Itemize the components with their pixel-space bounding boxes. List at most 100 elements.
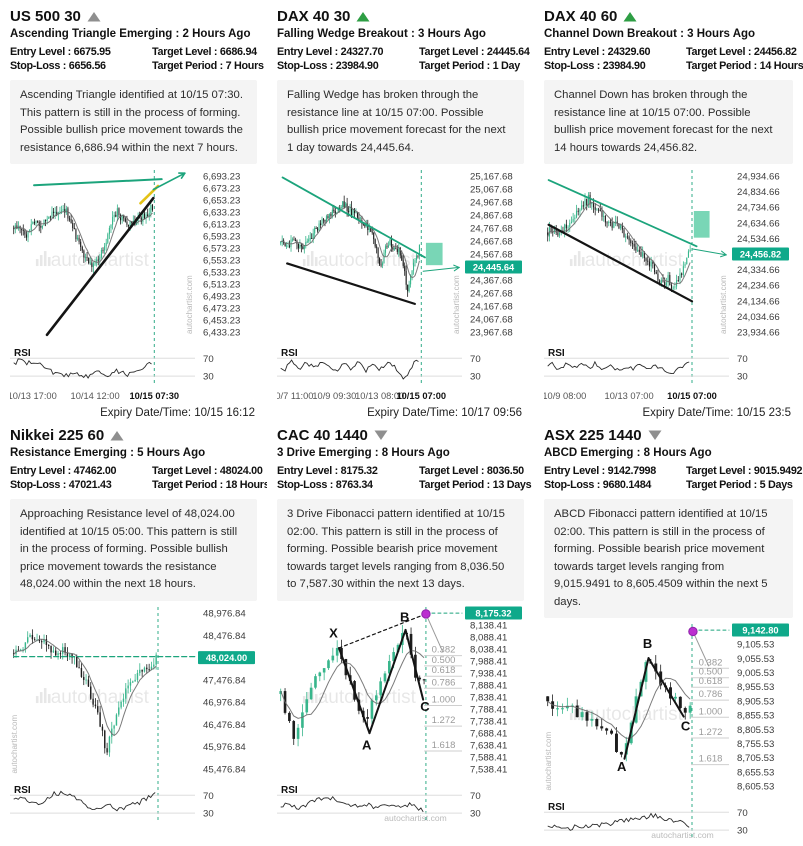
svg-text:10/9 09:30: 10/9 09:30 [312,391,356,401]
pattern-card-nikkei225-60[interactable]: Nikkei 225 60 Resistance Emerging : 5 Ho… [0,419,267,846]
svg-text:24,367.68: 24,367.68 [470,276,513,287]
svg-text:10/13 17:00: 10/13 17:00 [10,391,57,401]
svg-text:10/15 07:00: 10/15 07:00 [667,391,717,401]
svg-text:RSI: RSI [281,348,298,359]
expiry-datetime: Expiry Date/Time: 10/17 09:56 [277,407,524,419]
key-values: Entry Level : 6675.95 Target Level : 668… [10,45,257,73]
key-values: Entry Level : 24327.70 Target Level : 24… [277,45,524,73]
svg-text:70: 70 [470,354,481,365]
svg-text:C: C [681,718,691,733]
svg-text:9,105.53: 9,105.53 [737,640,774,651]
price-chart: autochartistautochartist.comautochartist… [544,622,791,846]
svg-text:RSI: RSI [281,785,298,796]
key-values: Entry Level : 47462.00 Target Level : 48… [10,464,257,492]
svg-text:70: 70 [737,354,748,365]
pattern-label: Falling Wedge Breakout : 3 Hours Ago [277,28,524,40]
svg-text:23,967.68: 23,967.68 [470,328,513,339]
target-level: Target Level : 6686.94 [152,45,264,59]
svg-text:23,934.66: 23,934.66 [737,328,780,339]
target-level: Target Level : 8036.50 [419,464,531,478]
pattern-label: ABCD Emerging : 8 Hours Ago [544,447,793,459]
svg-text:24,067.68: 24,067.68 [470,315,513,326]
price-chart: autochartistautochartist.com0.3820.5000.… [277,605,524,829]
svg-text:8,905.53: 8,905.53 [737,696,774,707]
svg-text:8,705.53: 8,705.53 [737,753,774,764]
stop-loss: Stop-Loss : 9680.1484 [544,478,686,492]
svg-text:48,476.84: 48,476.84 [203,630,246,641]
entry-level: Entry Level : 6675.95 [10,45,152,59]
svg-text:10/15 07:00: 10/15 07:00 [396,391,446,401]
svg-text:25,067.68: 25,067.68 [470,185,513,196]
svg-text:1.618: 1.618 [699,754,723,765]
svg-text:24,834.66: 24,834.66 [737,187,780,198]
key-values: Entry Level : 8175.32 Target Level : 803… [277,464,524,492]
svg-text:7,738.41: 7,738.41 [470,716,507,727]
svg-text:RSI: RSI [14,785,31,796]
svg-text:24,667.68: 24,667.68 [470,237,513,248]
svg-text:24,967.68: 24,967.68 [470,198,513,209]
svg-text:8,605.53: 8,605.53 [737,782,774,793]
price-chart: autochartistautochartist.com6,693.236,67… [10,168,257,406]
svg-text:70: 70 [203,354,214,365]
svg-text:45,976.84: 45,976.84 [203,742,246,753]
pattern-label: Channel Down Breakout : 3 Hours Ago [544,28,793,40]
svg-text:autochartist.com: autochartist.com [719,275,728,334]
svg-text:7,588.41: 7,588.41 [470,752,507,763]
svg-text:30: 30 [203,372,214,383]
pattern-card-dax40-60[interactable]: DAX 40 60 Channel Down Breakout : 3 Hour… [534,0,803,419]
svg-text:7,638.41: 7,638.41 [470,740,507,751]
svg-text:24,167.68: 24,167.68 [470,302,513,313]
instrument-title: DAX 40 30 [277,8,350,25]
svg-text:6,453.23: 6,453.23 [203,316,240,327]
svg-text:6,513.23: 6,513.23 [203,280,240,291]
svg-text:0.618: 0.618 [699,676,723,687]
target-period: Target Period : 18 Hours [152,478,269,492]
svg-text:7,788.41: 7,788.41 [470,704,507,715]
target-period: Target Period : 5 Days [686,478,802,492]
stop-loss: Stop-Loss : 23984.90 [544,59,686,73]
svg-text:8,955.53: 8,955.53 [737,682,774,693]
svg-text:RSI: RSI [548,802,565,813]
svg-text:70: 70 [737,808,748,819]
svg-text:10/13 07:00: 10/13 07:00 [605,391,654,401]
pattern-card-dax40-30[interactable]: DAX 40 30 Falling Wedge Breakout : 3 Hou… [267,0,534,419]
svg-text:1.618: 1.618 [432,740,456,751]
svg-text:25,167.68: 25,167.68 [470,172,513,183]
svg-text:24,634.66: 24,634.66 [737,218,780,229]
svg-text:7,938.41: 7,938.41 [470,668,507,679]
svg-text:9,142.80: 9,142.80 [742,626,778,636]
svg-text:A: A [362,737,372,752]
svg-text:6,573.23: 6,573.23 [203,244,240,255]
stop-loss: Stop-Loss : 8763.34 [277,478,419,492]
svg-text:70: 70 [470,790,481,801]
entry-level: Entry Level : 24329.60 [544,45,686,59]
svg-text:24,456.82: 24,456.82 [740,250,781,260]
entry-level: Entry Level : 9142.7998 [544,464,686,478]
svg-text:45,476.84: 45,476.84 [203,764,246,775]
svg-text:6,673.23: 6,673.23 [203,184,240,195]
pattern-card-cac40-1440[interactable]: CAC 40 1440 3 Drive Emerging : 8 Hours A… [267,419,534,846]
pattern-description: Ascending Triangle identified at 10/15 0… [10,80,257,164]
svg-text:48,976.84: 48,976.84 [203,608,246,619]
svg-text:7,988.41: 7,988.41 [470,656,507,667]
svg-text:24,867.68: 24,867.68 [470,211,513,222]
svg-text:A: A [617,759,627,774]
svg-text:9,055.53: 9,055.53 [737,654,774,665]
pattern-card-asx225-1440[interactable]: ASX 225 1440 ABCD Emerging : 8 Hours Ago… [534,419,803,846]
svg-text:7,838.41: 7,838.41 [470,692,507,703]
svg-text:autochartist.com: autochartist.com [185,275,194,334]
stop-loss: Stop-Loss : 6656.56 [10,59,152,73]
direction-arrow-icon [110,430,124,441]
svg-text:autochartist.com: autochartist.com [544,732,553,791]
svg-text:6,433.23: 6,433.23 [203,328,240,339]
pattern-card-us500-30[interactable]: US 500 30 Ascending Triangle Emerging : … [0,0,267,419]
svg-text:0.618: 0.618 [432,665,456,676]
svg-text:8,138.41: 8,138.41 [470,620,507,631]
svg-text:24,567.68: 24,567.68 [470,250,513,261]
pattern-description: Falling Wedge has broken through the res… [277,80,524,164]
svg-text:10/7 11:00: 10/7 11:00 [277,391,313,401]
svg-text:24,234.66: 24,234.66 [737,281,780,292]
svg-text:8,805.53: 8,805.53 [737,725,774,736]
svg-text:30: 30 [470,372,481,383]
instrument-title: DAX 40 60 [544,8,617,25]
